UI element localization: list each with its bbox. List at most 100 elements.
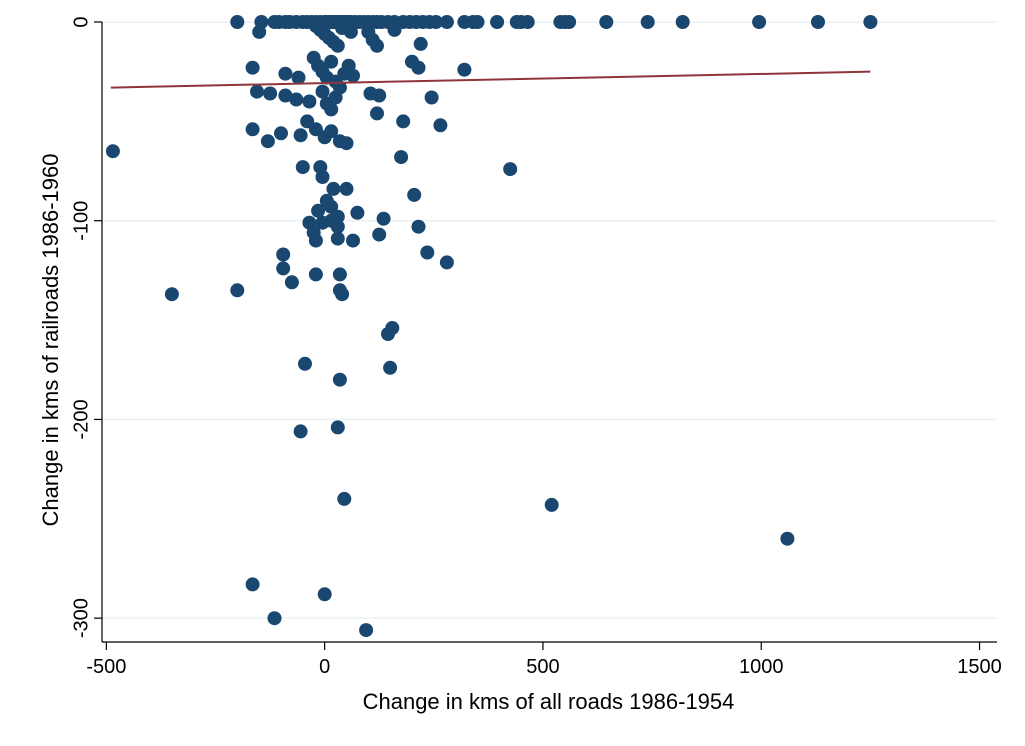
data-point (385, 321, 400, 335)
data-point (332, 267, 347, 282)
data-point (324, 199, 339, 214)
data-point (339, 136, 354, 151)
data-point (490, 15, 505, 29)
data-point (339, 181, 354, 196)
data-point (337, 491, 352, 506)
data-point (503, 162, 518, 177)
data-point (276, 261, 291, 276)
data-point (293, 128, 308, 143)
data-point (302, 94, 317, 109)
data-point (278, 66, 293, 81)
x-tick-label: 500 (526, 656, 559, 678)
data-point (675, 15, 690, 29)
data-point (752, 15, 767, 29)
data-point (457, 62, 472, 77)
data-point (278, 88, 293, 103)
data-point (863, 15, 878, 29)
data-point (420, 245, 435, 260)
data-point (413, 36, 428, 51)
data-point (544, 497, 559, 512)
data-point (599, 15, 614, 29)
data-point (293, 424, 308, 439)
data-point (332, 372, 347, 387)
data-point (328, 90, 343, 105)
data-point (230, 283, 245, 298)
data-point (330, 219, 345, 234)
data-point (311, 203, 326, 218)
data-point (411, 219, 426, 234)
data-point (346, 233, 360, 248)
gridlines (102, 21, 997, 619)
data-point (343, 24, 358, 39)
data-point (308, 267, 323, 282)
data-point (274, 126, 288, 141)
x-tick-label: 1000 (739, 656, 784, 678)
x-tick-label: 1500 (957, 656, 1002, 678)
data-point (291, 70, 306, 85)
fit-line (110, 70, 871, 89)
data-point (372, 227, 387, 242)
data-point (324, 102, 339, 117)
data-point (520, 15, 535, 29)
data-point (346, 68, 360, 83)
data-point (439, 255, 454, 270)
data-point (245, 122, 260, 137)
data-point (811, 15, 825, 29)
data-point (324, 54, 339, 69)
data-point (439, 15, 454, 29)
data-point (387, 22, 402, 37)
data-point (298, 356, 312, 371)
data-point (260, 134, 275, 149)
data-point (370, 106, 384, 121)
data-point (376, 211, 391, 226)
data-point (308, 233, 323, 248)
data-point (250, 84, 264, 99)
data-point (424, 90, 439, 105)
y-tick-label: -200 (70, 399, 92, 439)
data-point (396, 114, 411, 129)
data-point (330, 38, 345, 53)
data-point (359, 623, 374, 638)
data-point (470, 15, 485, 29)
y-tick-label: -100 (70, 201, 92, 241)
x-tick-label: 0 (319, 656, 330, 678)
data-point (411, 60, 426, 75)
data-point (164, 287, 179, 302)
data-point (317, 587, 332, 602)
data-point (780, 531, 795, 546)
data-point (315, 84, 330, 99)
data-point (330, 231, 345, 246)
data-point (407, 187, 422, 202)
data-point (252, 24, 267, 39)
data-point (326, 181, 341, 196)
data-point (245, 577, 260, 592)
x-axis-ticks: -500 0 500 1000 1500 (86, 642, 1002, 678)
data-point (276, 247, 291, 262)
data-point (295, 160, 310, 175)
data-points (105, 15, 878, 638)
data-point (284, 275, 299, 290)
data-point (640, 15, 655, 29)
data-point (429, 15, 443, 29)
data-point (562, 15, 577, 29)
data-point (230, 15, 245, 29)
x-axis-title: Change in kms of all roads 1986-1954 (363, 689, 735, 714)
data-point (263, 86, 278, 101)
data-point (335, 287, 350, 302)
data-point (315, 170, 330, 184)
data-point (370, 38, 384, 53)
data-point (433, 118, 448, 133)
data-point (372, 88, 387, 103)
data-point (383, 360, 398, 375)
data-point (289, 92, 304, 107)
y-tick-label: 0 (70, 16, 92, 27)
data-point (330, 420, 345, 435)
y-tick-label: -300 (70, 598, 92, 638)
x-tick-label: -500 (86, 656, 126, 678)
data-point (394, 150, 409, 165)
data-point (324, 124, 339, 139)
y-axis-ticks: 0 -100 -200 -300 (70, 16, 102, 638)
data-point (350, 205, 365, 220)
data-point (105, 144, 120, 159)
